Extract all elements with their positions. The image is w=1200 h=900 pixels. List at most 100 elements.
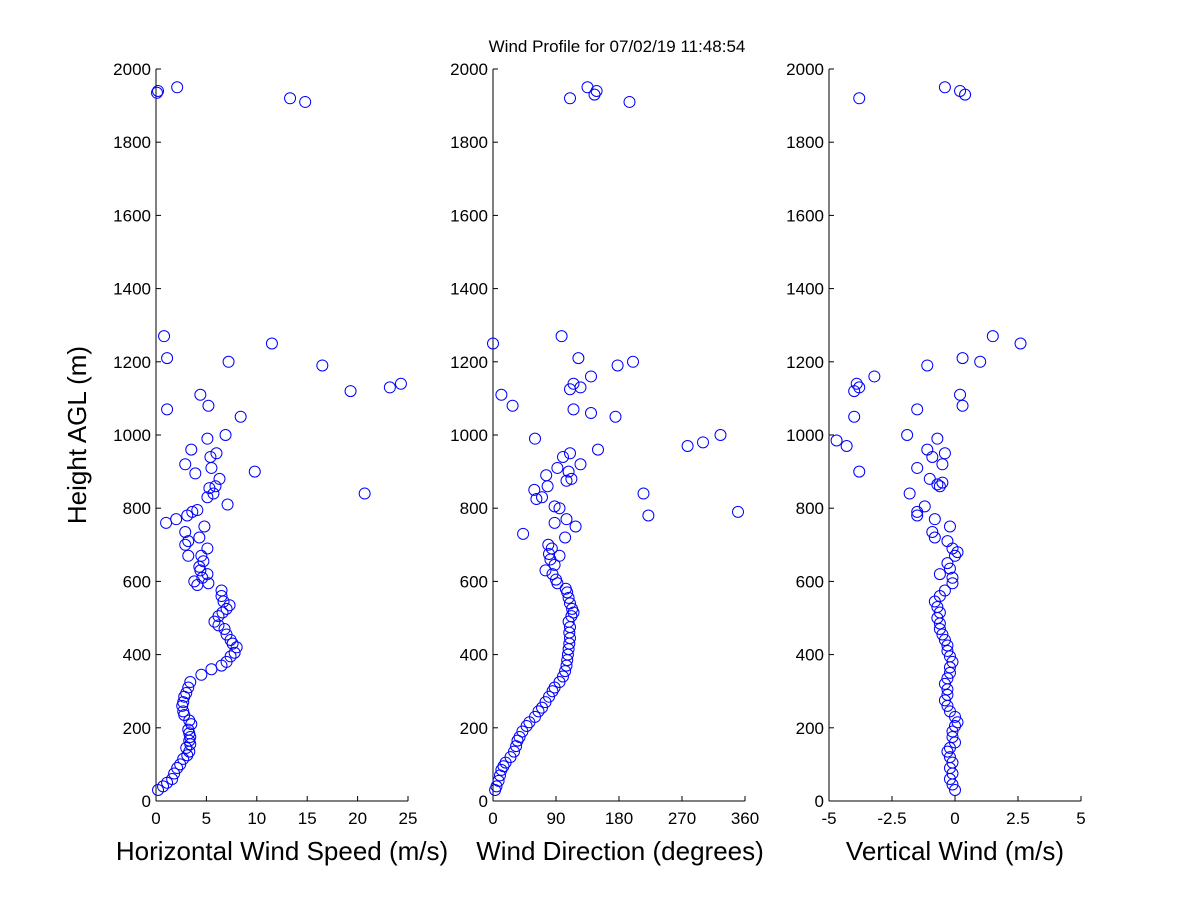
data-point (830, 434, 843, 447)
x-axis-label: Horizontal Wind Speed (m/s) (116, 836, 448, 866)
data-point (517, 527, 530, 540)
data-series (151, 81, 407, 797)
data-point (299, 95, 312, 108)
data-point (189, 467, 202, 480)
data-point (936, 476, 949, 489)
data-point (926, 450, 939, 463)
data-point (938, 694, 951, 707)
data-point (931, 601, 944, 614)
data-point (219, 429, 232, 441)
y-tick-label: 600 (460, 572, 488, 591)
data-point (918, 500, 931, 513)
data-point (215, 590, 228, 603)
data-point (344, 385, 357, 398)
data-point (202, 399, 215, 412)
x-tick-label: 90 (547, 809, 566, 828)
data-point (151, 86, 164, 99)
data-point (186, 505, 199, 518)
data-point (265, 337, 278, 350)
data-point (609, 410, 622, 423)
data-point (532, 705, 545, 718)
data-point (536, 491, 548, 504)
data-point (938, 677, 951, 690)
data-point (551, 461, 564, 474)
data-point (592, 443, 604, 456)
data-point (546, 568, 559, 581)
data-point (223, 599, 236, 612)
data-point (539, 564, 552, 577)
data-point (840, 439, 853, 452)
data-point (201, 568, 214, 581)
subplot-3: 0 200 400 600 800 1000 1200 1400 1600 1800 2000 -5 -… (786, 60, 1086, 866)
data-point (182, 723, 195, 736)
data-point (941, 745, 954, 758)
data-point (160, 516, 173, 529)
data-point (946, 730, 959, 743)
data-point (545, 542, 558, 555)
data-point (180, 741, 193, 754)
data-point (585, 370, 597, 383)
data-point (234, 410, 247, 423)
y-tick-label: 200 (123, 719, 151, 738)
data-point (212, 610, 225, 623)
x-tick-label: 20 (348, 809, 367, 828)
data-point (161, 403, 174, 416)
data-point (938, 584, 951, 597)
data-point (194, 388, 207, 401)
data-point (152, 84, 165, 97)
data-point (495, 388, 508, 401)
data-point (941, 535, 954, 548)
data-point (581, 81, 594, 94)
y-tick-label: 1400 (450, 280, 488, 299)
x-tick-label: 0 (151, 809, 160, 828)
y-tick-label: 0 (479, 792, 488, 811)
data-point (931, 432, 944, 445)
y-tick-label: 1600 (450, 206, 488, 225)
data-point (198, 520, 211, 533)
data-point (182, 681, 195, 694)
data-point (506, 399, 519, 412)
data-point (540, 469, 553, 482)
data-point (943, 705, 956, 718)
data-point (171, 81, 184, 94)
data-point (853, 92, 866, 105)
data-point (933, 480, 946, 493)
data-point (566, 602, 579, 615)
data-point (177, 705, 190, 718)
y-tick-label: 1200 (113, 353, 151, 372)
data-point (228, 646, 241, 659)
x-axis-label: Wind Direction (degrees) (476, 836, 764, 866)
y-tick-label: 1400 (113, 280, 151, 299)
data-point (174, 758, 187, 771)
x-tick-label: 270 (668, 809, 696, 828)
data-point (191, 504, 204, 517)
data-point (627, 355, 639, 368)
data-point (569, 520, 582, 533)
data-point (179, 458, 192, 471)
data-point (949, 784, 961, 797)
y-tick-label: 0 (142, 792, 151, 811)
y-tick-label: 200 (796, 719, 824, 738)
data-point (933, 568, 946, 581)
data-point (943, 666, 956, 679)
data-point (941, 644, 954, 657)
data-point (949, 549, 961, 562)
data-point (170, 513, 183, 526)
x-tick-label: -2.5 (877, 809, 906, 828)
data-point (928, 531, 941, 544)
data-point (195, 549, 208, 562)
y-tick-label: 2000 (786, 60, 824, 79)
data-point (168, 767, 181, 780)
data-point (177, 752, 190, 765)
data-point (383, 381, 396, 394)
data-point (903, 487, 916, 500)
data-point (951, 716, 964, 729)
x-tick-label: 5 (1076, 809, 1085, 828)
data-point (528, 483, 541, 496)
data-point (559, 582, 572, 595)
data-point (936, 458, 949, 471)
data-point (487, 337, 499, 350)
data-point (284, 92, 297, 105)
data-point (949, 719, 961, 732)
data-point (933, 622, 946, 635)
